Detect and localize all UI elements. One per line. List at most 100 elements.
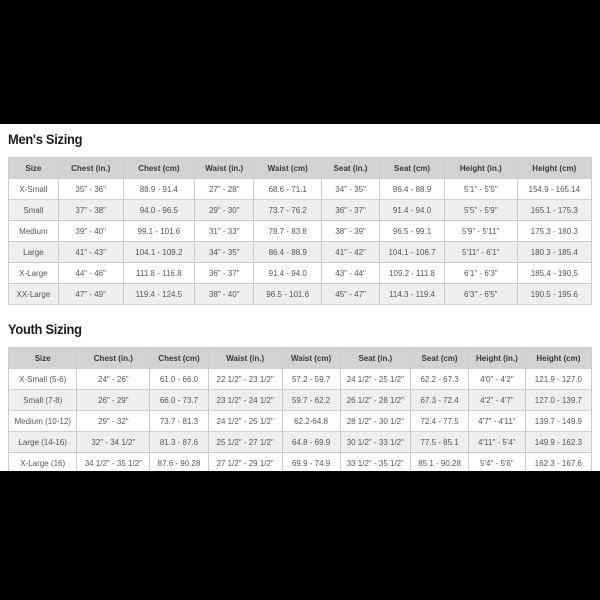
table-row: X-Large 44" - 46" 111.8 - 116.8 36" - 37" 91…: [8, 262, 593, 284]
value-cell: 4'2" - 4'7": [468, 389, 526, 411]
size-cell: Large: [8, 241, 59, 263]
size-cell: X-Large (16): [7, 452, 78, 474]
column-header: Seat (cm): [410, 347, 470, 369]
youth-sizing-title: Youth Sizing: [8, 321, 82, 337]
value-cell: 26" - 29": [76, 389, 151, 411]
value-cell: 6'1" - 6'3": [443, 262, 518, 284]
value-cell: 66.0 - 73.7: [149, 389, 209, 411]
value-cell: 38" - 40": [194, 283, 255, 305]
size-cell: X-Small: [8, 178, 59, 200]
mens-sizing-table: Size Chest (in.) Chest (cm) Waist (in.) Wais…: [8, 157, 593, 305]
value-cell: 57.2 - 59.7: [281, 368, 341, 390]
value-cell: 38" - 39": [320, 220, 381, 242]
value-cell: 67.3 - 72.4: [410, 389, 470, 411]
header-row: Size Chest (in.) Chest (cm) Waist (in.) Wais…: [8, 157, 593, 179]
value-cell: 85.1 - 90.28: [410, 452, 470, 474]
column-header: Height (cm): [516, 157, 593, 179]
value-cell: 5'5" - 5'9": [443, 199, 518, 221]
value-cell: 109.2 - 111.8: [379, 262, 445, 284]
value-cell: 27" - 28": [194, 178, 255, 200]
header-row: Size Chest (in.) Chest (cm) Waist (in.) Wais…: [7, 347, 593, 369]
table-row: X-Small 35" - 36" 88.9 - 91.4 27" - 28" 68.6…: [8, 178, 593, 200]
value-cell: 34" - 35": [320, 178, 381, 200]
value-cell: 139.7 - 149.9: [524, 410, 593, 432]
table-row: Small 37" - 38" 94.0 - 96.5 29" - 30" 73.7 -…: [8, 199, 593, 221]
size-cell: Medium (10-12): [7, 410, 78, 432]
value-cell: 69.9 - 74.9: [281, 452, 341, 474]
mens-sizing-title: Men's Sizing: [8, 131, 83, 147]
value-cell: 43" - 44": [320, 262, 381, 284]
value-cell: 4'7" - 4'11": [468, 410, 526, 432]
size-cell: Large (14-16): [7, 431, 78, 453]
value-cell: 29" - 32": [76, 410, 151, 432]
column-header: Height (in.): [468, 347, 526, 369]
value-cell: 24 1/2" - 25 1/2": [207, 410, 283, 432]
column-header: Size: [8, 157, 59, 179]
column-header: Waist (cm): [253, 157, 322, 179]
value-cell: 91.4 - 94.0: [379, 199, 445, 221]
value-cell: 5'4" - 5'6": [468, 452, 526, 474]
value-cell: 47" - 49": [57, 283, 124, 305]
value-cell: 25 1/2" - 27 1/2": [207, 431, 283, 453]
value-cell: 104.1 - 109.2: [122, 241, 196, 263]
column-header: Seat (in.): [320, 157, 381, 179]
value-cell: 72.4 - 77.5: [410, 410, 470, 432]
value-cell: 45" - 47": [320, 283, 381, 305]
value-cell: 5'9" - 5'11": [443, 220, 518, 242]
value-cell: 81.3 - 87.6: [149, 431, 209, 453]
youth-sizing-table: Size Chest (in.) Chest (cm) Waist (in.) Wais…: [7, 347, 593, 474]
value-cell: 104.1 - 106.7: [379, 241, 445, 263]
table-row: Medium (10-12) 29" - 32" 73.7 - 81.3 24 1/2…: [7, 410, 593, 432]
column-header: Chest (in.): [57, 157, 124, 179]
column-header: Chest (cm): [122, 157, 196, 179]
value-cell: 5'1" - 5'5": [443, 178, 518, 200]
value-cell: 185.4 - 190.5: [516, 262, 593, 284]
column-header: Height (in.): [443, 157, 518, 179]
value-cell: 121.9 - 127.0: [524, 368, 593, 390]
value-cell: 23 1/2" - 24 1/2": [207, 389, 283, 411]
value-cell: 94.0 - 96.5: [122, 199, 196, 221]
value-cell: 4'11" - 5'4": [468, 431, 526, 453]
table-row: XX-Large 47" - 49" 119.4 - 124.5 38" - 40" 9…: [8, 283, 593, 305]
top-letterbox-bar: [0, 0, 600, 124]
size-cell: Medium: [8, 220, 59, 242]
value-cell: 59.7 - 62.2: [281, 389, 341, 411]
column-header: Waist (cm): [281, 347, 341, 369]
value-cell: 29" - 30": [194, 199, 255, 221]
value-cell: 96.5 - 99.1: [379, 220, 445, 242]
value-cell: 5'11" - 6'1": [443, 241, 518, 263]
value-cell: 68.6 - 71.1: [253, 178, 322, 200]
value-cell: 41" - 42": [320, 241, 381, 263]
value-cell: 175.3 - 180.3: [516, 220, 593, 242]
value-cell: 73.7 - 76.2: [253, 199, 322, 221]
size-cell: Small (7-8): [7, 389, 78, 411]
column-header: Seat (cm): [379, 157, 445, 179]
table-row: Medium 39" - 40" 99.1 - 101.6 31" - 33" 78.7…: [8, 220, 593, 242]
value-cell: 99.1 - 101.6: [122, 220, 196, 242]
value-cell: 96.5 - 101.6: [253, 283, 322, 305]
column-header: Height (cm): [524, 347, 593, 369]
value-cell: 30 1/2" - 33 1/2": [339, 431, 412, 453]
value-cell: 24" - 26": [76, 368, 151, 390]
column-header: Waist (in.): [194, 157, 255, 179]
value-cell: 31" - 33": [194, 220, 255, 242]
column-header: Seat (in.): [339, 347, 412, 369]
value-cell: 61.0 - 66.0: [149, 368, 209, 390]
value-cell: 24 1/2" - 25 1/2": [339, 368, 412, 390]
table-row: X-Small (5-6) 24" - 26" 61.0 - 66.0 22 1/2"…: [7, 368, 593, 390]
bottom-letterbox-bar: [0, 471, 600, 600]
column-header: Chest (in.): [76, 347, 151, 369]
value-cell: 6'3" - 6'5": [443, 283, 518, 305]
value-cell: 86.4 - 88.9: [379, 178, 445, 200]
value-cell: 127.0 - 139.7: [524, 389, 593, 411]
value-cell: 39" - 40": [57, 220, 124, 242]
value-cell: 33 1/2" - 35 1/2": [339, 452, 412, 474]
table-row: Large 41" - 43" 104.1 - 109.2 34" - 35" 86.4…: [8, 241, 593, 263]
value-cell: 154.9 - 165.14: [516, 178, 593, 200]
table-row: Small (7-8) 26" - 29" 66.0 - 73.7 23 1/2" -…: [7, 389, 593, 411]
size-cell: X-Small (5-6): [7, 368, 78, 390]
value-cell: 44" - 46": [57, 262, 124, 284]
value-cell: 35" - 36": [57, 178, 124, 200]
value-cell: 78.7 - 83.8: [253, 220, 322, 242]
value-cell: 111.8 - 116.8: [122, 262, 196, 284]
